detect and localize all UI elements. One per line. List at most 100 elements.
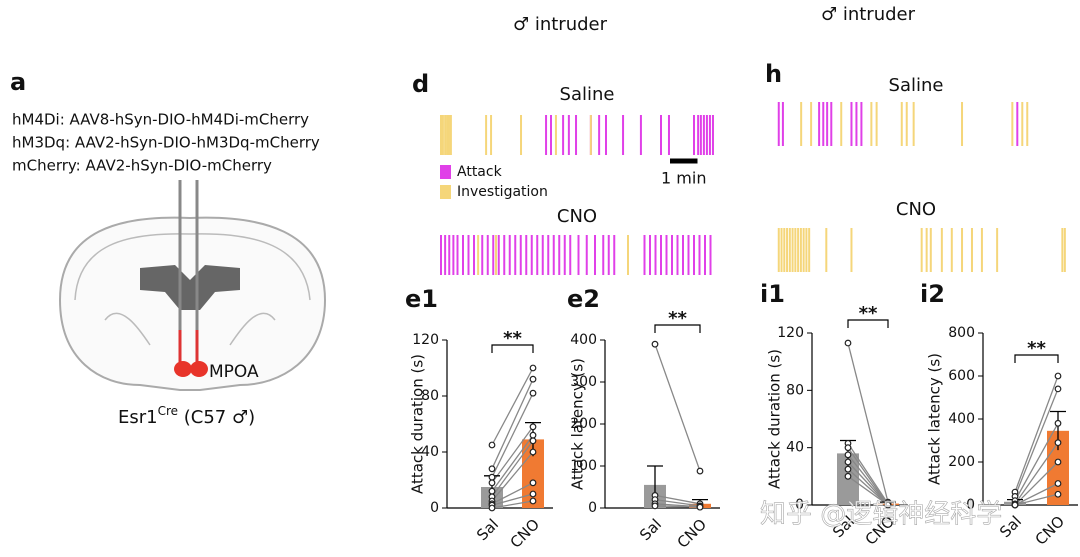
pair-line: [1014, 422, 1059, 502]
pair-line: [847, 443, 889, 504]
event: [687, 235, 690, 275]
point: [488, 487, 496, 495]
y-tick-label: 0: [795, 497, 804, 513]
event: [961, 228, 964, 272]
heading: ♂ intruder: [821, 4, 916, 25]
event: [514, 235, 517, 275]
x-tick-label: CNO: [674, 515, 710, 551]
event: [850, 228, 853, 272]
point: [1054, 458, 1062, 466]
event: [569, 235, 572, 275]
event: [1016, 102, 1019, 146]
pair-line: [491, 392, 534, 478]
point: [844, 465, 852, 473]
event: [649, 235, 651, 275]
event: [448, 235, 451, 275]
event: [558, 235, 561, 275]
caption-rest: (C57 ♂): [178, 407, 255, 428]
event: [585, 235, 588, 275]
event: [577, 235, 580, 275]
construct-line: hM4Di: AAV8-hSyn-DIO-hM4Di-mCherry: [12, 111, 309, 129]
event: [550, 115, 552, 155]
significance-bracket: [847, 319, 889, 328]
event: [575, 115, 578, 155]
x-tick-label: Sal: [636, 515, 665, 544]
event: [693, 115, 695, 155]
y-tick-label: 80: [786, 382, 804, 398]
pair-line: [654, 494, 701, 505]
y-tick-label: 80: [421, 388, 439, 404]
pair-line: [491, 367, 534, 446]
point: [1054, 419, 1062, 427]
event: [598, 115, 601, 155]
y-tick-label: 0: [588, 500, 597, 516]
event: [495, 235, 497, 275]
point: [529, 364, 537, 372]
event: [541, 235, 544, 275]
caption: Esr1Cre (C57 ♂): [118, 404, 255, 429]
raster-title: Saline: [560, 84, 615, 105]
event: [525, 235, 528, 275]
event: [441, 115, 444, 155]
event: [699, 115, 702, 155]
legend-label: Attack: [457, 164, 503, 180]
event: [567, 115, 570, 155]
point: [529, 431, 537, 439]
y-axis-label: Attack duration (s): [766, 349, 784, 489]
point: [696, 467, 704, 475]
event: [520, 115, 523, 155]
event: [485, 115, 488, 155]
legend-swatch: [440, 185, 451, 199]
event: [602, 235, 605, 275]
event: [486, 235, 489, 275]
significance-bracket: [491, 344, 534, 353]
point: [488, 473, 496, 481]
pair-line: [1014, 442, 1059, 505]
point: [651, 502, 659, 510]
event: [855, 102, 858, 146]
event: [799, 228, 802, 272]
panel-label: d: [412, 70, 429, 98]
event: [654, 235, 657, 275]
point: [651, 340, 659, 348]
event: [481, 235, 484, 275]
event: [940, 228, 943, 272]
event: [613, 235, 616, 275]
pair-line: [847, 447, 889, 506]
event: [818, 102, 821, 146]
event: [780, 228, 783, 272]
event: [1063, 228, 1066, 272]
event: [594, 235, 596, 275]
point: [844, 444, 852, 452]
event: [996, 228, 999, 272]
event: [440, 235, 442, 275]
event: [840, 102, 843, 146]
point: [529, 423, 537, 431]
pair-line: [847, 468, 889, 506]
panel-label: e1: [405, 285, 438, 313]
y-tick-label: 40: [786, 440, 804, 456]
event: [446, 115, 449, 155]
point: [529, 448, 537, 456]
y-tick-label: 120: [777, 325, 804, 341]
pair-line: [491, 426, 534, 484]
pair-line: [491, 500, 534, 509]
event: [708, 115, 711, 155]
event: [920, 228, 923, 272]
pair-line: [1014, 461, 1059, 506]
event: [791, 228, 794, 272]
event: [781, 102, 784, 146]
event: [929, 228, 932, 272]
significance: **: [859, 303, 878, 324]
event: [800, 102, 803, 146]
event: [711, 115, 714, 155]
event: [627, 235, 629, 275]
y-tick-label: 40: [421, 444, 439, 460]
event: [709, 235, 712, 275]
event: [925, 228, 928, 272]
event: [912, 102, 915, 146]
event: [797, 228, 800, 272]
y-tick-label: 0: [430, 500, 439, 516]
event: [490, 115, 493, 155]
construct-line: hM3Dq: AAV2-hSyn-DIO-hM3Dq-mCherry: [12, 134, 320, 152]
